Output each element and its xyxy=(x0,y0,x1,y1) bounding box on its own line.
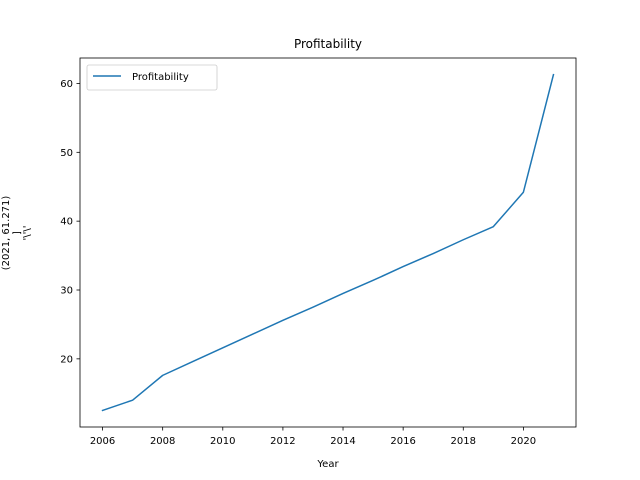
x-tick-label: 2008 xyxy=(150,436,175,447)
y-tick-label: 20 xyxy=(60,354,73,365)
plot-area xyxy=(80,58,576,427)
y-axis-label-line-1: (2021, 61.271) xyxy=(1,196,12,271)
x-tick-label: 2010 xyxy=(210,436,235,447)
plot-frame xyxy=(79,57,577,428)
legend-box xyxy=(86,64,218,91)
legend: Profitability xyxy=(86,64,218,91)
x-tick-label: 2014 xyxy=(330,436,355,447)
y-tick-label: 40 xyxy=(60,217,73,228)
x-axis-label: Year xyxy=(316,459,339,470)
x-axis-ticks: 2006 2008 2010 2012 2014 2016 2018 2020 xyxy=(90,427,536,447)
x-tick-label: 2020 xyxy=(511,436,536,447)
y-tick-label: 30 xyxy=(60,286,73,297)
x-tick-label: 2006 xyxy=(90,436,115,447)
legend-label: Profitability xyxy=(132,72,189,83)
y-axis-label-line-3: '\'\' xyxy=(22,226,33,241)
y-axis-label-line-2: ] xyxy=(12,231,23,235)
y-axis-ticks: 20 30 40 50 60 xyxy=(60,79,80,365)
chart-title: Profitability xyxy=(294,37,362,51)
x-tick-label: 2016 xyxy=(390,436,415,447)
x-tick-label: 2018 xyxy=(451,436,476,447)
x-tick-label: 2012 xyxy=(270,436,295,447)
y-tick-label: 60 xyxy=(60,79,73,90)
y-tick-label: 50 xyxy=(60,148,73,159)
series-line-0 xyxy=(101,73,555,412)
series-layer xyxy=(101,73,555,412)
y-axis-label: (2021, 61.271) ] '\'\' xyxy=(1,196,33,271)
